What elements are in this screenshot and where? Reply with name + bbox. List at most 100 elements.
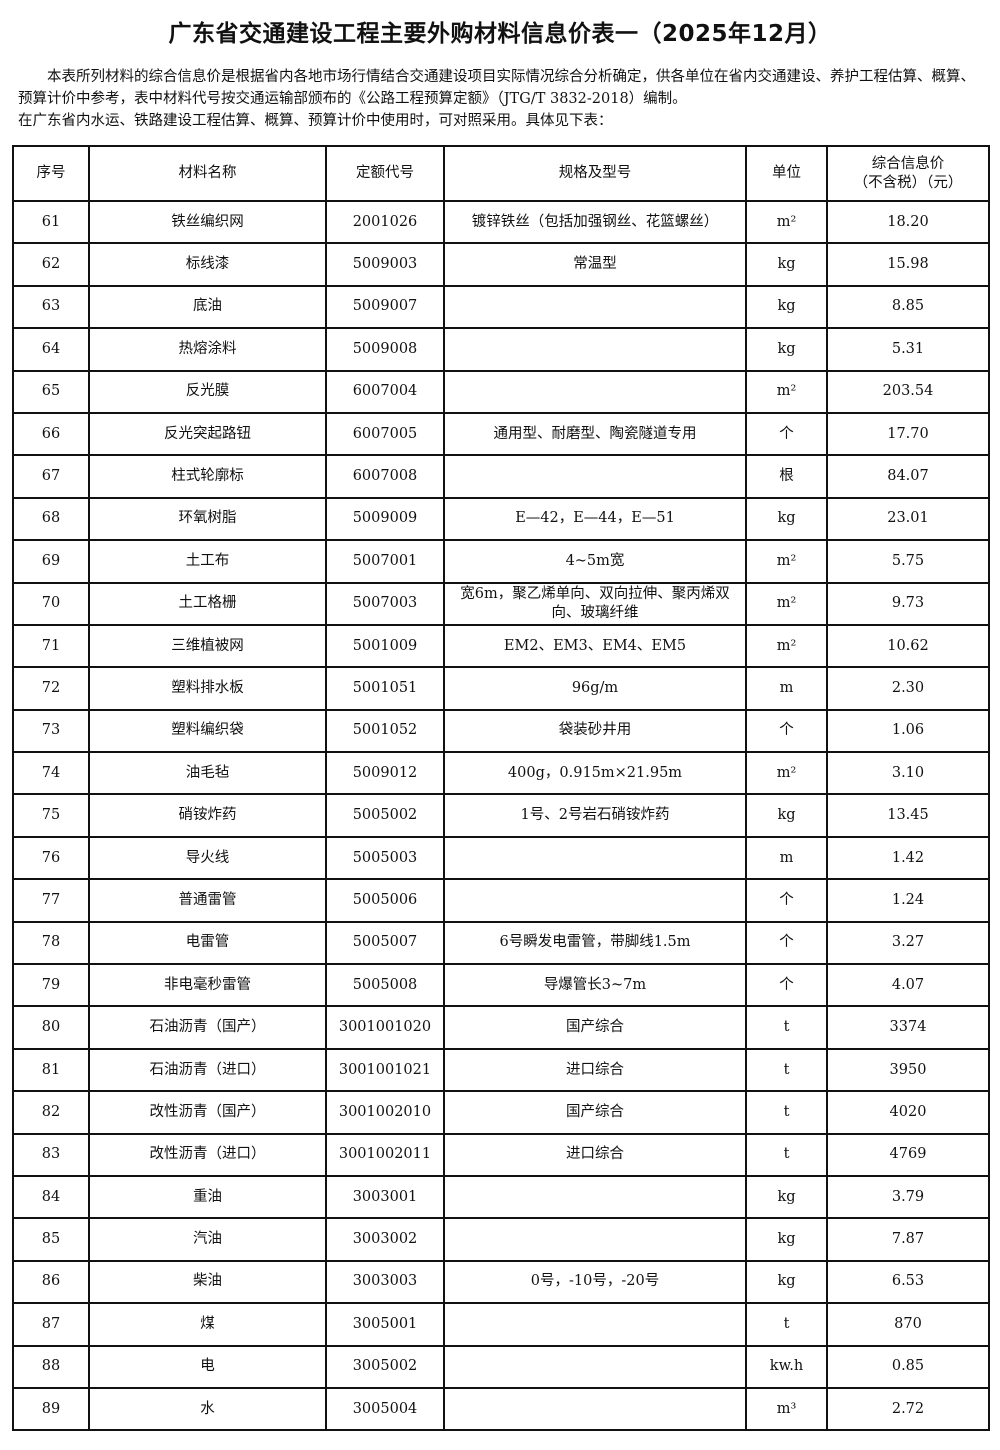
cell-unit: t (745, 1005, 828, 1050)
cell-quota-code: 3003003 (325, 1259, 445, 1305)
cell-unit: m² (745, 539, 828, 584)
cell-unit: m (745, 835, 828, 881)
cell-index: 69 (12, 539, 90, 584)
cell-spec: E—42，E—44，E—51 (443, 496, 747, 542)
cell-spec (443, 369, 747, 414)
cell-unit: m² (745, 581, 828, 626)
cell-material-name: 非电毫秒雷管 (88, 963, 327, 1008)
table-row: 70 土工格栅 5007003 宽6m，聚乙烯单向、双向拉伸、聚丙烯双向、玻璃纤维 m²… (12, 581, 990, 626)
cell-price: 3.79 (826, 1174, 990, 1220)
header-index: 序号 (12, 145, 90, 202)
cell-price: 23.01 (826, 496, 990, 542)
cell-material-name: 环氧树脂 (88, 496, 327, 542)
cell-spec (443, 1344, 747, 1389)
table-row: 74 油毛毡 5009012 400g，0.915m×21.95m m² 3.10 (12, 751, 990, 796)
cell-unit: 个 (745, 708, 828, 754)
cell-price: 8.85 (826, 284, 990, 330)
cell-unit: 个 (745, 878, 828, 923)
cell-price: 17.70 (826, 411, 990, 457)
cell-index: 73 (12, 708, 90, 754)
cell-material-name: 反光突起路钮 (88, 411, 327, 457)
cell-unit: kg (745, 496, 828, 542)
intro-text: 本表所列材料的综合信息价是根据省内各地市场行情结合交通建设项目实际情况综合分析确… (18, 66, 978, 132)
cell-spec: 宽6m，聚乙烯单向、双向拉伸、聚丙烯双向、玻璃纤维 (443, 581, 747, 626)
cell-index: 86 (12, 1259, 90, 1305)
cell-spec (443, 284, 747, 330)
cell-material-name: 电 (88, 1344, 327, 1389)
cell-quota-code: 5005008 (325, 963, 445, 1008)
cell-index: 79 (12, 963, 90, 1008)
cell-index: 89 (12, 1386, 90, 1432)
cell-spec: 国产综合 (443, 1090, 747, 1135)
cell-index: 76 (12, 835, 90, 881)
cell-price: 84.07 (826, 454, 990, 499)
cell-price: 203.54 (826, 369, 990, 414)
cell-unit: 根 (745, 454, 828, 499)
cell-price: 1.24 (826, 878, 990, 923)
table-row: 64 热熔涂料 5009008 kg 5.31 (12, 327, 990, 372)
cell-spec: 1号、2号岩石硝铵炸药 (443, 793, 747, 838)
cell-price: 0.85 (826, 1344, 990, 1389)
cell-price: 18.20 (826, 199, 990, 245)
cell-quota-code: 5005003 (325, 835, 445, 881)
header-price-line2: （不含税）（元） (853, 174, 963, 191)
cell-unit: m² (745, 751, 828, 796)
table-row: 71 三维植被网 5001009 EM2、EM3、EM4、EM5 m² 10.62 (12, 623, 990, 669)
cell-unit: 个 (745, 411, 828, 457)
cell-material-name: 水 (88, 1386, 327, 1432)
cell-index: 62 (12, 242, 90, 287)
cell-material-name: 三维植被网 (88, 623, 327, 669)
cell-unit: m² (745, 623, 828, 669)
cell-unit: t (745, 1132, 828, 1177)
cell-unit: kg (745, 327, 828, 372)
cell-price: 2.72 (826, 1386, 990, 1432)
cell-index: 67 (12, 454, 90, 499)
cell-index: 75 (12, 793, 90, 838)
cell-spec (443, 835, 747, 881)
cell-material-name: 反光膜 (88, 369, 327, 414)
table-row: 79 非电毫秒雷管 5005008 导爆管长3~7m 个 4.07 (12, 963, 990, 1008)
cell-material-name: 柱式轮廓标 (88, 454, 327, 499)
cell-spec: 0号，-10号，-20号 (443, 1259, 747, 1305)
cell-material-name: 标线漆 (88, 242, 327, 287)
cell-index: 80 (12, 1005, 90, 1050)
cell-material-name: 热熔涂料 (88, 327, 327, 372)
cell-index: 87 (12, 1302, 90, 1347)
cell-material-name: 塑料排水板 (88, 666, 327, 711)
table-row: 62 标线漆 5009003 常温型 kg 15.98 (12, 242, 990, 287)
cell-price: 5.75 (826, 539, 990, 584)
cell-material-name: 土工布 (88, 539, 327, 584)
cell-index: 77 (12, 878, 90, 923)
table-row: 66 反光突起路钮 6007005 通用型、耐磨型、陶瓷隧道专用个 17.70 (12, 411, 990, 457)
cell-unit: t (745, 1090, 828, 1135)
cell-unit: m (745, 666, 828, 711)
cell-index: 61 (12, 199, 90, 245)
header-unit: 单位 (745, 145, 828, 202)
cell-price: 3374 (826, 1005, 990, 1050)
table-row: 78 电雷管 5005007 6号瞬发电雷管，带脚线1.5m 个 3.27 (12, 920, 990, 966)
cell-material-name: 电雷管 (88, 920, 327, 966)
header-spec: 规格及型号 (443, 145, 747, 202)
cell-quota-code: 6007008 (325, 454, 445, 499)
cell-material-name: 油毛毡 (88, 751, 327, 796)
cell-unit: 个 (745, 920, 828, 966)
table-row: 77 普通雷管 5005006 个 1.24 (12, 878, 990, 923)
cell-quota-code: 3005002 (325, 1344, 445, 1389)
cell-quota-code: 5009003 (325, 242, 445, 287)
cell-spec (443, 454, 747, 499)
cell-unit: kg (745, 793, 828, 838)
table-row: 82 改性沥青（国产） 3001002010 国产综合 t 4020 (12, 1090, 990, 1135)
cell-spec (443, 1302, 747, 1347)
cell-index: 81 (12, 1047, 90, 1093)
cell-index: 85 (12, 1217, 90, 1262)
cell-quota-code: 3001002010 (325, 1090, 445, 1135)
cell-index: 88 (12, 1344, 90, 1389)
cell-price: 4769 (826, 1132, 990, 1177)
table-row: 72 塑料排水板 5001051 96g/m m 2.30 (12, 666, 990, 711)
cell-quota-code: 3001001020 (325, 1005, 445, 1050)
cell-price: 7.87 (826, 1217, 990, 1262)
cell-price: 13.45 (826, 793, 990, 838)
cell-price: 4020 (826, 1090, 990, 1135)
cell-price: 3.27 (826, 920, 990, 966)
cell-price: 3950 (826, 1047, 990, 1093)
